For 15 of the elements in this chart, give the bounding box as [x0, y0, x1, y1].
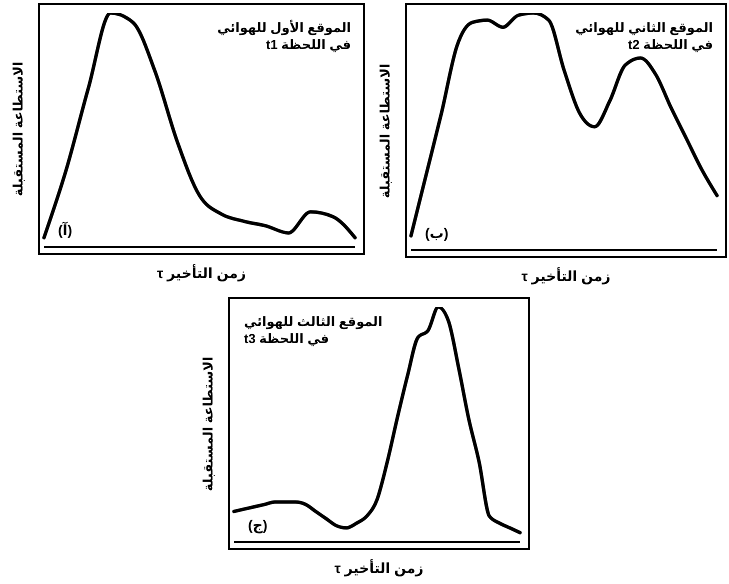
- text: في اللحظة t1: [264, 36, 351, 53]
- annotation: (ب): [425, 225, 448, 242]
- text: الموقع الثالث للهوائي: [244, 313, 382, 330]
- annotation: (ج): [248, 517, 268, 534]
- y-axis-title: الاستطاعة المستقبلة: [10, 62, 26, 196]
- text: في اللحظة t3: [244, 330, 330, 347]
- annotation: (آ): [58, 222, 72, 239]
- text: في اللحظة t2: [626, 36, 713, 53]
- x-axis-title: زمن التأخير τ: [156, 265, 247, 282]
- y-axis-title: الاستطاعة المستقبلة: [200, 356, 216, 491]
- x-axis-title: زمن التأخير τ: [520, 268, 612, 285]
- text: الموقع الثاني للهوائي: [575, 19, 713, 36]
- text: الموقع الأول للهوائي: [217, 19, 351, 36]
- y-axis-title: الاستطاعة المستقبلة: [377, 63, 393, 198]
- x-axis-title: زمن التأخير τ: [334, 560, 424, 577]
